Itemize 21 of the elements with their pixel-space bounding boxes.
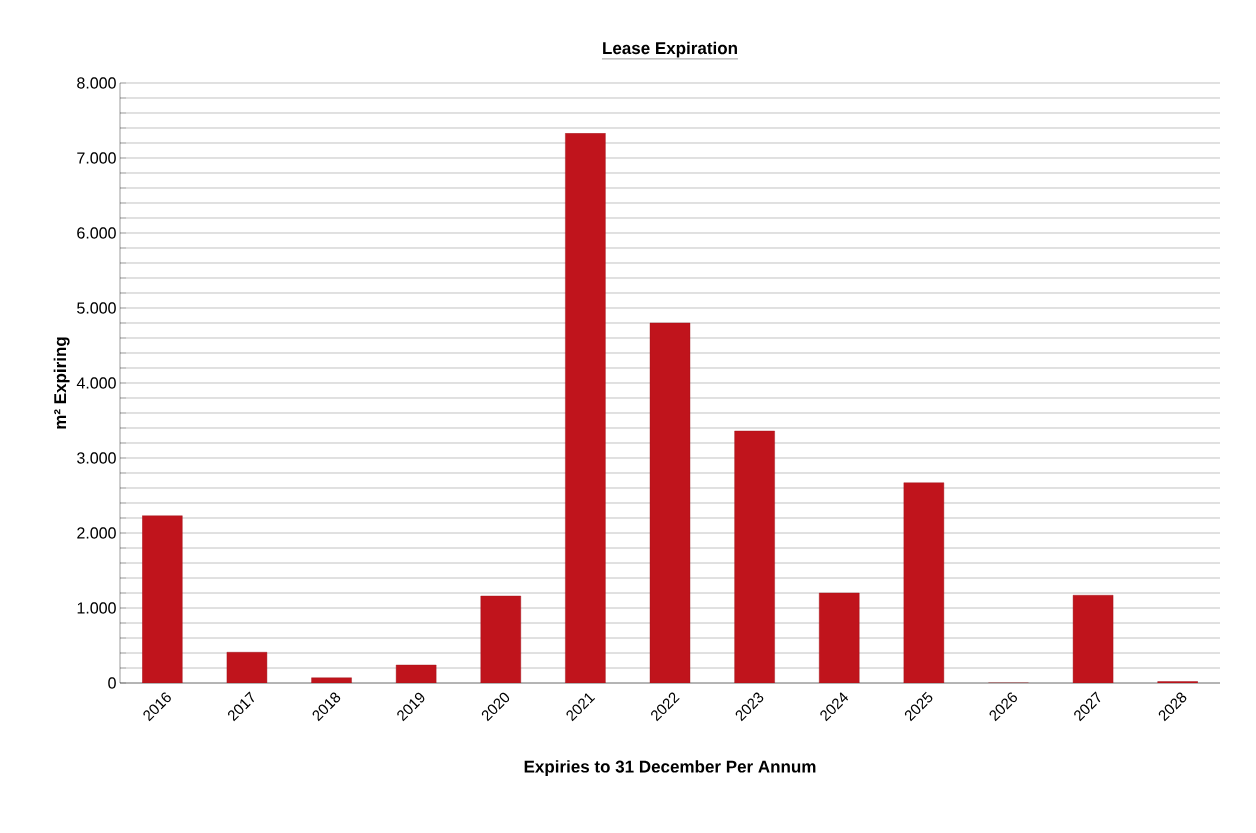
bar	[226, 652, 268, 683]
y-tick-label: 3.000	[77, 452, 116, 464]
bar	[734, 430, 775, 683]
bar	[565, 133, 606, 683]
x-axis-title: Expiries to 31 December Per Annum	[524, 760, 816, 776]
y-tick-label: 6.000	[77, 227, 116, 239]
bar	[903, 482, 945, 683]
y-axis-title: m² Expiring	[53, 337, 70, 429]
bar	[819, 592, 860, 683]
y-tick-label: 1.000	[77, 602, 116, 614]
y-tick-label: 4.000	[76, 377, 116, 389]
y-tick-label: 2.000	[77, 527, 116, 539]
y-tick-label: 0	[108, 677, 116, 689]
bar	[1072, 595, 1114, 683]
bar	[480, 595, 521, 683]
bar	[142, 515, 183, 683]
y-tick-label: 7.000	[77, 152, 116, 164]
chart-title: Lease Expiration	[603, 41, 737, 58]
bar	[649, 322, 691, 683]
y-tick-label: 8.000	[77, 77, 116, 89]
y-tick-label: 5.000	[77, 302, 116, 314]
